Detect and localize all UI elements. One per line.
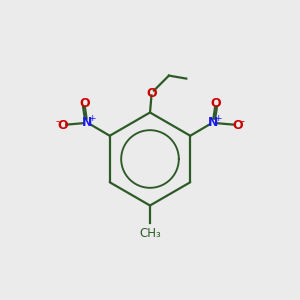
Text: -: - bbox=[241, 116, 245, 126]
Text: +: + bbox=[88, 114, 96, 123]
Text: N: N bbox=[208, 116, 218, 129]
Text: N: N bbox=[82, 116, 92, 129]
Text: O: O bbox=[232, 119, 243, 132]
Text: O: O bbox=[79, 97, 89, 110]
Text: -: - bbox=[55, 116, 59, 126]
Text: CH₃: CH₃ bbox=[139, 227, 161, 240]
Text: +: + bbox=[214, 114, 221, 123]
Text: O: O bbox=[57, 119, 68, 132]
Text: O: O bbox=[146, 86, 157, 100]
Text: O: O bbox=[211, 97, 221, 110]
